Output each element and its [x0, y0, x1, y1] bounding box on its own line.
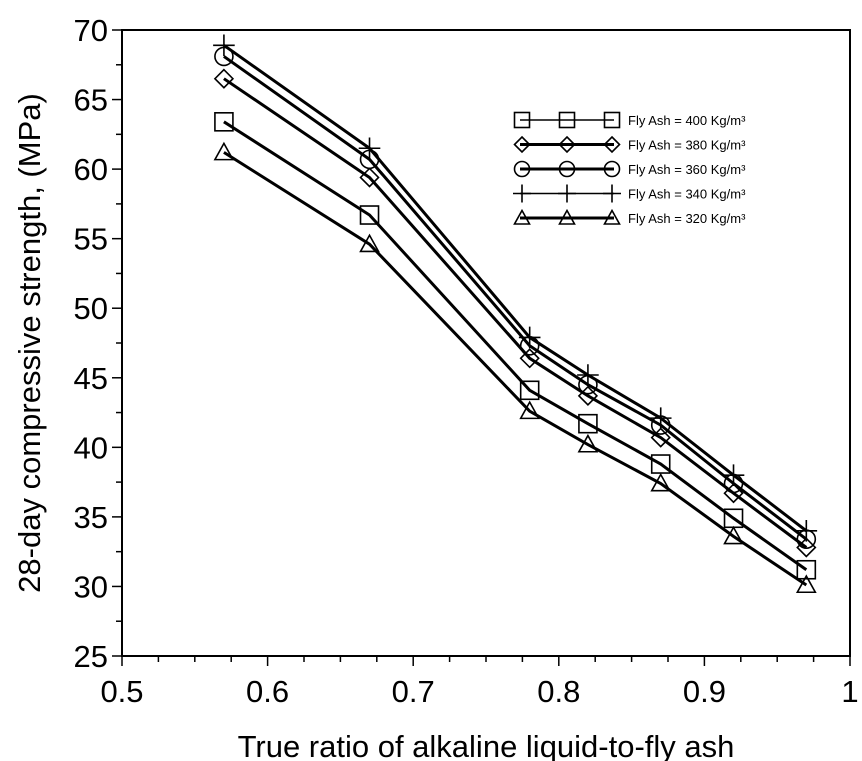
series-group [213, 34, 818, 594]
series-plus [213, 34, 818, 542]
diamond-marker [558, 135, 576, 154]
square-marker [603, 111, 621, 129]
legend: Fly Ash = 400 Kg/m³ Fly Ash = 380 Kg/m³ Fl… [513, 111, 746, 226]
triangle-marker [723, 525, 744, 545]
axes: 25 30 35 40 45 50 55 60 65 70 0.5 0.6 0.7 0.8 0.9 1 [74, 13, 859, 709]
series-line [223, 120, 808, 571]
legend-label: Fly Ash = 360 Kg/m³ [628, 162, 746, 177]
triangle-marker [558, 208, 576, 225]
triangle-marker [359, 233, 380, 253]
triangle-marker [213, 141, 235, 161]
y-tick-label: 30 [74, 569, 108, 604]
legend-label: Fly Ash = 380 Kg/m³ [628, 138, 746, 153]
plus-marker [795, 520, 818, 542]
series-triangle [213, 141, 817, 594]
triangle-marker [513, 208, 531, 225]
x-tick-label: 0.6 [246, 674, 289, 709]
legend-item: Fly Ash = 360 Kg/m³ [513, 160, 746, 178]
plus-marker [358, 137, 381, 160]
y-tick-label: 65 [74, 83, 108, 118]
triangle-marker [519, 400, 541, 420]
circle-marker [513, 160, 531, 178]
series-line [223, 151, 808, 587]
x-tick-label: 0.7 [392, 674, 435, 709]
x-tick-label: 1 [841, 674, 858, 709]
y-tick-label: 55 [74, 222, 108, 257]
diamond-marker [359, 167, 380, 188]
y-axis-label: 28-day compressive strength, (MPa) [12, 93, 47, 593]
square-marker [558, 111, 576, 129]
circle-marker [558, 160, 576, 178]
y-tick-label: 50 [74, 291, 108, 326]
plus-marker [213, 34, 235, 57]
plus-marker [649, 407, 672, 429]
legend-item: Fly Ash = 320 Kg/m³ [513, 208, 746, 226]
square-marker [796, 559, 817, 580]
diamond-marker [577, 385, 599, 406]
y-tick-label: 60 [74, 152, 108, 187]
triangle-marker [577, 433, 599, 453]
plus-marker [558, 184, 576, 203]
y-tick-label: 70 [74, 13, 108, 48]
legend-item: Fly Ash = 400 Kg/m³ [513, 111, 746, 129]
x-tick-label: 0.8 [537, 674, 580, 709]
triangle-marker [603, 208, 621, 225]
square-marker [214, 112, 234, 132]
series-square [214, 112, 817, 580]
triangle-marker [650, 472, 672, 492]
plus-marker [513, 184, 531, 203]
x-tick-label: 0.9 [683, 674, 726, 709]
diamond-marker [796, 537, 817, 558]
diamond-marker [213, 68, 235, 89]
legend-item: Fly Ash = 380 Kg/m³ [513, 135, 746, 154]
legend-label: Fly Ash = 400 Kg/m³ [628, 113, 746, 128]
series-line [223, 55, 808, 541]
legend-label: Fly Ash = 340 Kg/m³ [628, 187, 746, 202]
diamond-marker [603, 135, 621, 154]
square-marker [519, 380, 540, 401]
y-tick-label: 40 [74, 430, 108, 465]
square-marker [578, 413, 598, 434]
plus-marker [518, 326, 541, 349]
plus-marker [577, 364, 599, 386]
square-marker [513, 111, 531, 129]
diamond-marker [650, 427, 671, 448]
triangle-marker [795, 574, 817, 594]
y-tick-label: 45 [74, 361, 108, 396]
square-marker [359, 205, 380, 225]
plus-marker [603, 184, 621, 203]
diamond-marker [513, 135, 531, 154]
y-tick-label: 25 [74, 639, 108, 674]
x-tick-label: 0.5 [100, 674, 143, 709]
legend-item: Fly Ash = 340 Kg/m³ [513, 184, 746, 203]
plus-marker [722, 464, 745, 486]
diamond-marker [519, 348, 540, 369]
y-tick-label: 35 [74, 500, 108, 535]
legend-label: Fly Ash = 320 Kg/m³ [628, 211, 746, 226]
circle-marker [603, 160, 621, 178]
x-axis-label: True ratio of alkaline liquid-to-fly ash [238, 729, 735, 761]
